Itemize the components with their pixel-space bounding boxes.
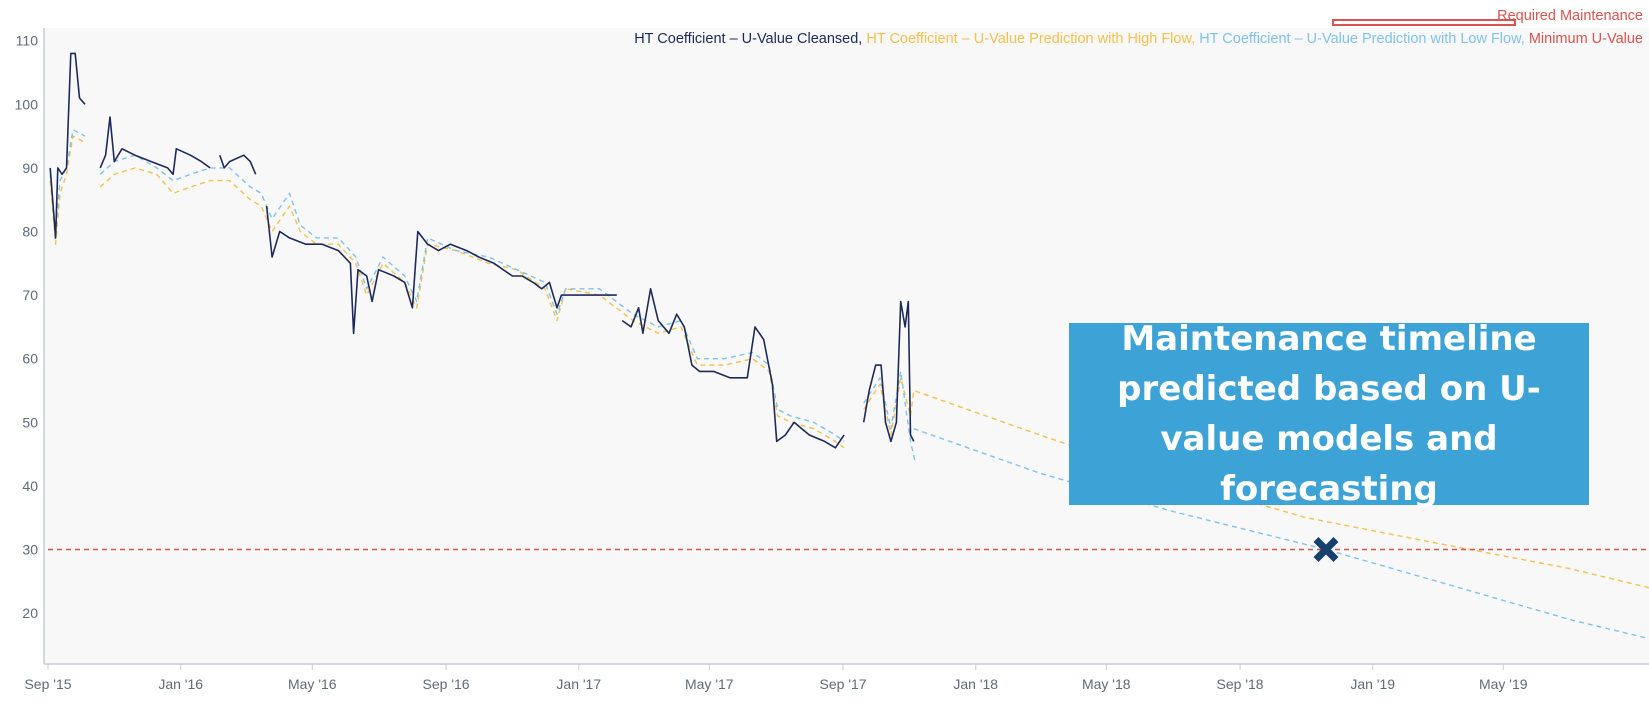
legend: Required Maintenance HT Coefficient – U-… [634,8,1643,47]
maintenance-callout: Maintenance timeline predicted based on … [1069,319,1589,509]
series-line-cleansed [862,300,915,443]
x-tick-label: Sep '15 [24,676,71,692]
legend-item-cleansed[interactable]: HT Coefficient – U-Value Cleansed [634,31,858,47]
series-line-cleansed [265,206,617,335]
required-maintenance-swatch [1332,19,1516,26]
x-tick-label: Sep '17 [820,676,867,692]
y-tick-label: 80 [22,224,38,240]
annotation-layer [1313,537,1339,562]
legend-item-high_flow[interactable]: HT Coefficient – U-Value Prediction with… [866,31,1192,47]
legend-item-low_flow[interactable]: HT Coefficient – U-Value Prediction with… [1199,31,1522,47]
y-tick-label: 50 [22,414,38,430]
series-line-high_flow [99,167,845,449]
x-tick-label: May '18 [1082,676,1131,692]
axes: 20 30 40 50 60 70 80 90 100 110 Sep '15 Jan '16 May … [15,28,1649,692]
x-tick-label: Jan '17 [556,676,601,692]
x-tick-label: Sep '16 [423,676,470,692]
series-line-low_flow [99,154,845,442]
y-tick-label: 20 [22,605,38,621]
x-tick-label: Jan '16 [158,676,203,692]
series-cleansed [49,52,915,449]
legend-item-minimum[interactable]: Minimum U-Value [1529,31,1643,47]
y-tick-label: 90 [22,160,38,176]
x-mark-stroke [1313,537,1339,562]
x-tick-label: May '16 [288,676,337,692]
series-legend: HT Coefficient – U-Value Cleansed, HT Co… [634,31,1643,47]
callout-text: Maintenance timeline predicted based on … [1117,319,1541,509]
series-line-cleansed [219,154,257,175]
y-tick-label: 110 [16,33,39,49]
series-line-cleansed [621,287,845,449]
series-line-cleansed [49,52,86,239]
x-tick-label: May '19 [1479,676,1528,692]
x-mark-icon [1313,537,1339,562]
x-tick-label: Sep '18 [1217,676,1264,692]
series-line-high_flow [863,377,1649,589]
y-tick-label: 70 [22,287,38,303]
y-tick-label: 100 [15,96,39,112]
y-tick-label: 30 [22,542,38,558]
x-tick-label: Jan '18 [953,676,998,692]
series-high_flow [49,135,1649,589]
x-tick-label: Jan '19 [1350,676,1395,692]
y-tick-label: 60 [22,351,38,367]
x-tick-label: May '17 [685,676,734,692]
required-maintenance-label: Required Maintenance [1497,8,1643,24]
series-line-low_flow [863,370,916,461]
series-line-cleansed [99,116,211,176]
series-layer [48,52,1649,640]
y-tick-label: 40 [22,478,38,494]
